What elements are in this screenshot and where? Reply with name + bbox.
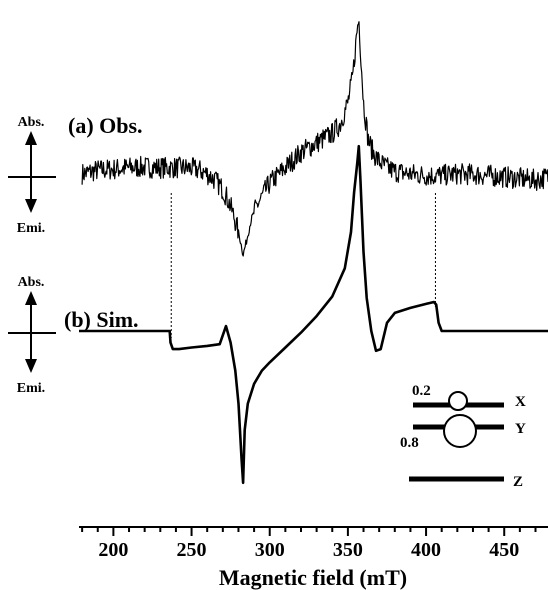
arrow-up-icon (25, 291, 37, 305)
population-circle-x (448, 391, 468, 411)
abs-emi-indicator-b: Abs. Emi. (8, 275, 56, 396)
population-lower-label: 0.8 (400, 435, 419, 451)
energy-level-inset: 0.2 0.8 X Y Z (400, 383, 526, 490)
arrow-down-icon (25, 359, 37, 373)
x-tick-label: 350 (333, 539, 363, 561)
x-tick-label: 200 (98, 539, 128, 561)
series-label-sim: (b) Sim. (64, 307, 139, 332)
emi-label-a: Emi. (17, 221, 45, 236)
x-tick-label: 300 (255, 539, 285, 561)
series-label-obs: (a) Obs. (68, 113, 143, 138)
x-axis-title: Magnetic field (mT) (219, 565, 407, 590)
arrow-down-icon (25, 199, 37, 213)
population-circle-y (443, 414, 477, 448)
guide-lines (170, 193, 436, 338)
arrow-up-icon (25, 131, 37, 145)
x-tick-label: 250 (177, 539, 207, 561)
trace-observed (81, 21, 548, 257)
x-axis: 200 250 300 350 400 450 Magnetic field (mT) (79, 526, 548, 590)
abs-label-b: Abs. (18, 275, 45, 290)
x-tick-label: 400 (411, 539, 441, 561)
abs-emi-indicator-a: Abs. Emi. (8, 115, 56, 236)
level-x-label: X (515, 394, 526, 410)
traces (79, 21, 548, 485)
abs-label-a: Abs. (18, 115, 45, 130)
x-tick-label: 450 (489, 539, 519, 561)
population-upper-label: 0.2 (412, 383, 431, 399)
level-z-label: Z (513, 474, 523, 490)
emi-label-b: Emi. (17, 381, 45, 396)
level-y-label: Y (515, 421, 526, 437)
x-axis-ticks: 200 250 300 350 400 450 (81, 527, 537, 561)
trace-simulated (79, 144, 548, 485)
